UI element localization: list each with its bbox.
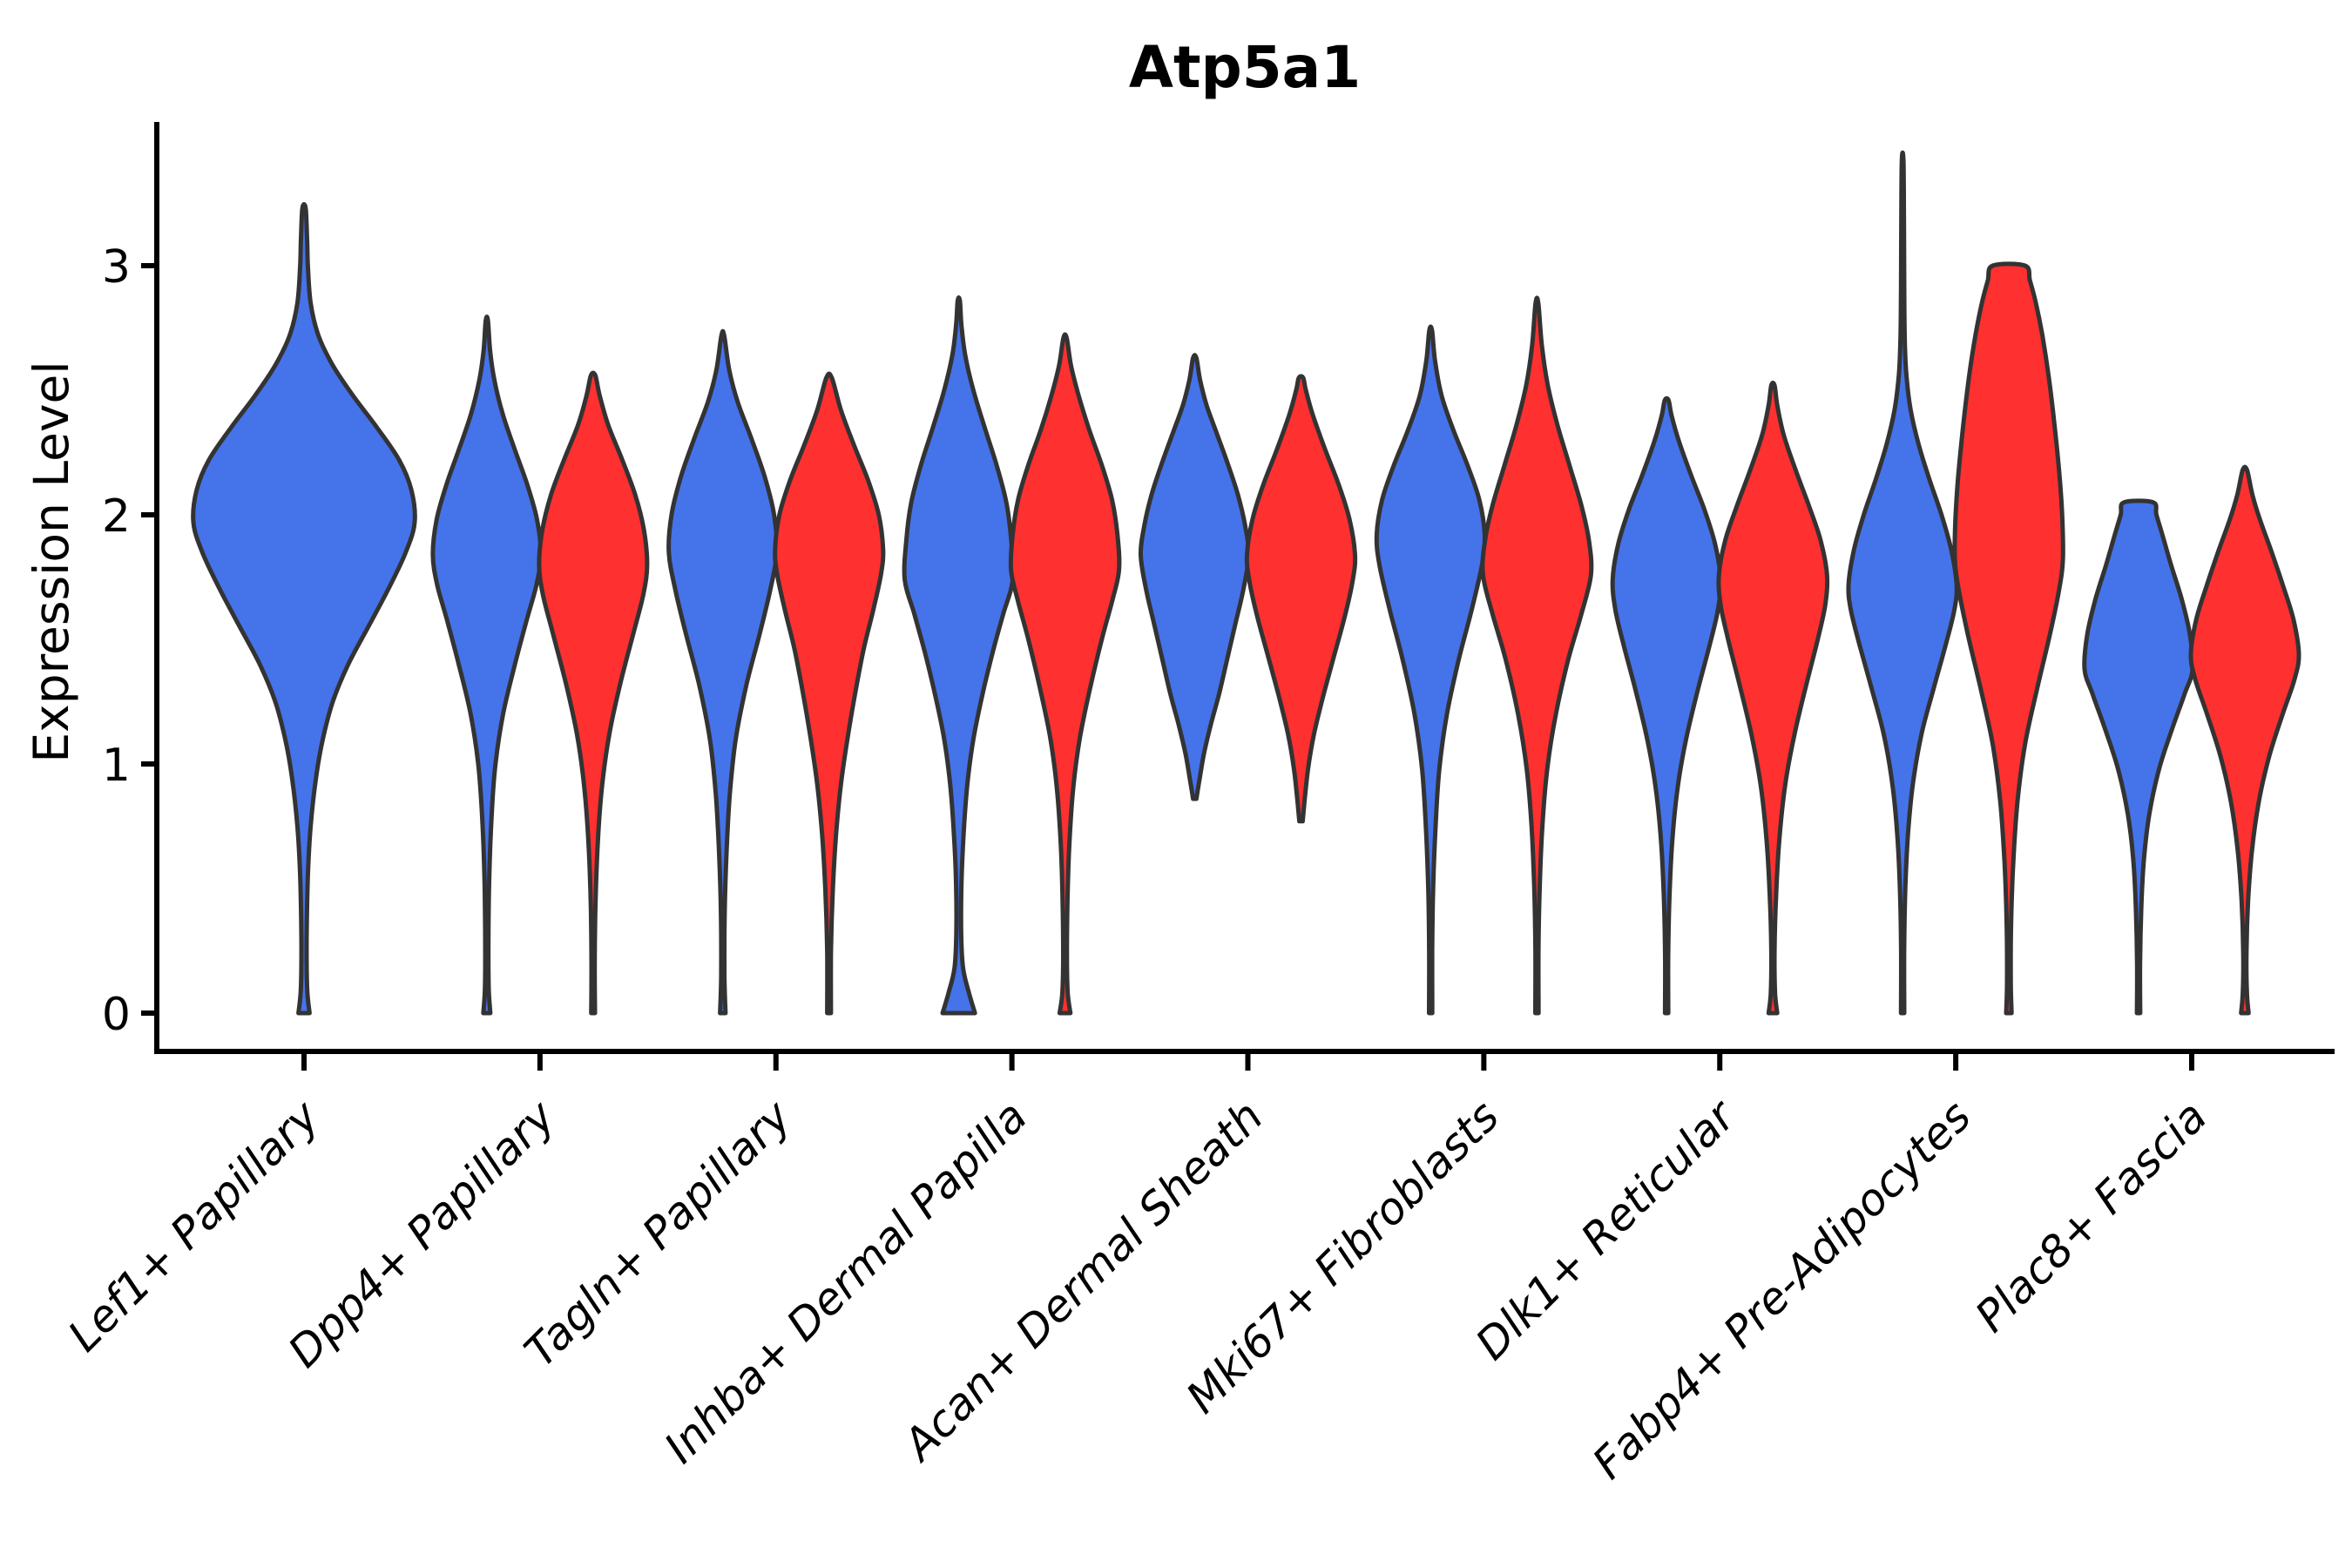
violin-mki67-fibroblasts-blue xyxy=(1374,324,1488,1016)
violin-dpp4-papillary-blue xyxy=(430,314,544,1016)
violin-tagln-papillary-blue xyxy=(666,328,780,1016)
x-tick-label-lef1-papillary: Lef1+ Papillary xyxy=(58,1090,329,1361)
violin-fabp4-pre-adipocytes-blue xyxy=(1846,150,1959,1016)
violin-lef1-papillary-blue xyxy=(191,202,417,1016)
violin-dlk1-reticular-blue xyxy=(1610,395,1723,1016)
x-tick-label-plac8-fascia: Plac8+ Fascia xyxy=(1966,1091,2217,1342)
violin-plac8-fascia-red xyxy=(2188,464,2301,1016)
chart-title: Atp5a1 xyxy=(1129,34,1361,101)
violin-acan-dermal-sheath-blue xyxy=(1138,353,1252,801)
axis-spines xyxy=(154,122,2335,1054)
violin-acan-dermal-sheath-red xyxy=(1244,374,1358,824)
violins-layer xyxy=(191,150,2301,1016)
violin-plac8-fascia-blue xyxy=(2082,498,2195,1016)
violin-inhba-dermal-papilla-red xyxy=(1008,332,1122,1016)
violin-tagln-papillary-red xyxy=(773,371,886,1016)
violin-dpp4-papillary-red xyxy=(537,370,650,1016)
violin-mki67-fibroblasts-red xyxy=(1480,295,1594,1016)
y-axis-label: Expression Level xyxy=(24,361,79,762)
y-tick-label-3: 3 xyxy=(102,241,131,294)
violin-fabp4-pre-adipocytes-red xyxy=(1952,261,2065,1016)
x-tick-label-fabp4-pre-adipocytes: Fabp4+ Pre-Adipocytes xyxy=(1583,1091,1981,1489)
violin-inhba-dermal-papilla-blue xyxy=(902,294,1016,1016)
y-tick-label-0: 0 xyxy=(102,989,131,1041)
violin-dlk1-reticular-red xyxy=(1716,380,1830,1016)
y-tick-label-1: 1 xyxy=(102,740,131,792)
x-tick-label-dlk1-reticular: Dlk1+ Reticular xyxy=(1466,1089,1747,1369)
labels-layer: Atp5a1 Expression Level xyxy=(24,34,1361,763)
y-tick-label-2: 2 xyxy=(102,490,131,543)
